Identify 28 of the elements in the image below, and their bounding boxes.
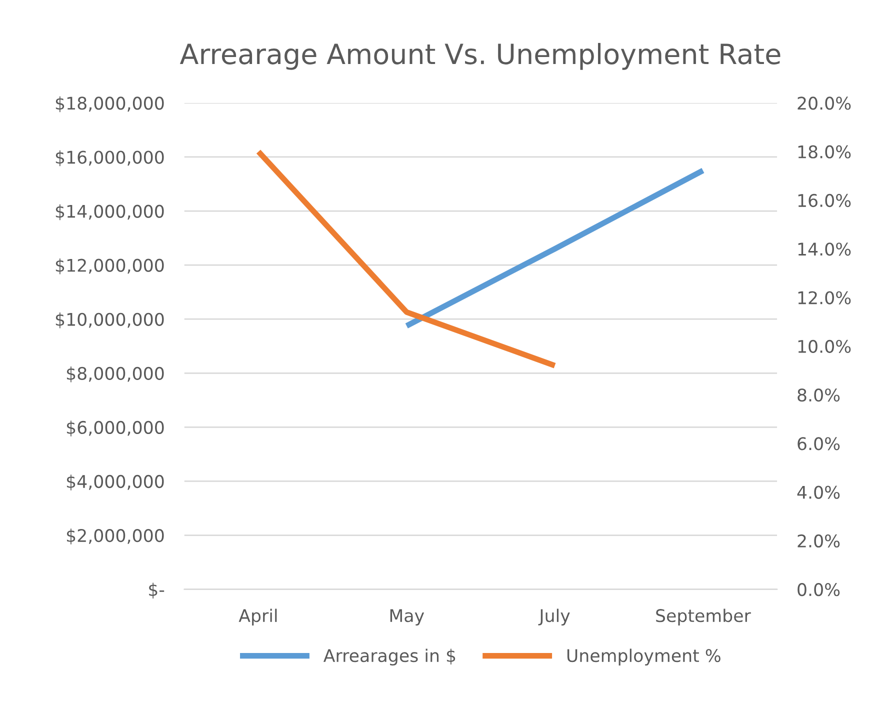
- x-tick-label: July: [538, 608, 570, 626]
- y2-tick-label: 10.0%: [798, 340, 851, 353]
- y-tick-label: $-: [149, 582, 164, 598]
- y-tick-label: $14,000,000: [56, 204, 164, 220]
- y2-tick-label: 16.0%: [798, 194, 851, 208]
- x-tick-label: April: [238, 608, 277, 626]
- y-tick-label: $8,000,000: [66, 366, 164, 382]
- y2-tick-label: 6.0%: [798, 437, 840, 450]
- y2-tick-label: 18.0%: [798, 145, 851, 158]
- y-tick-label: $4,000,000: [66, 474, 164, 490]
- legend-label: Arrearages in $: [323, 648, 456, 666]
- y2-tick-label: 2.0%: [798, 534, 840, 548]
- y-tick-label: $2,000,000: [66, 528, 164, 544]
- y-tick-label: $12,000,000: [56, 258, 164, 274]
- y-tick-label: $10,000,000: [56, 312, 164, 328]
- x-tick-label: September: [656, 608, 751, 626]
- y2-tick-label: 14.0%: [798, 242, 851, 256]
- y2-tick-label: 20.0%: [798, 96, 851, 110]
- y-tick-label: $16,000,000: [56, 150, 164, 166]
- y2-tick-label: 12.0%: [798, 291, 851, 304]
- y-tick-label: $18,000,000: [56, 96, 164, 112]
- y-tick-label: $6,000,000: [66, 420, 164, 436]
- chart-title: Arrearage Amount Vs. Unemployment Rate: [180, 42, 780, 70]
- legend-label: Unemployment %: [567, 648, 720, 666]
- y2-tick-label: 8.0%: [798, 388, 840, 402]
- x-tick-label: May: [390, 609, 424, 626]
- y2-tick-label: 4.0%: [797, 486, 840, 499]
- y2-tick-label: 0.0%: [798, 583, 840, 596]
